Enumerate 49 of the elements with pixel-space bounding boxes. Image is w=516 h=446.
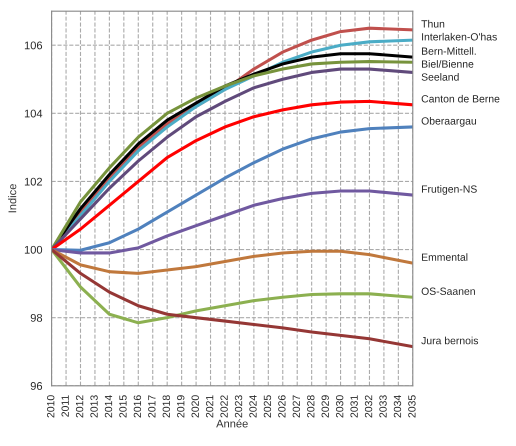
x-tick-label: 2024 — [249, 395, 257, 418]
x-tick-label: 2022 — [220, 395, 228, 418]
x-tick-label: 2025 — [264, 395, 272, 418]
x-tick-label: 2032 — [364, 395, 372, 418]
x-tick-label: 2012 — [76, 395, 84, 418]
x-tick-label: 2028 — [307, 395, 314, 418]
y-tick-label: 102 — [24, 178, 42, 186]
series-label: Canton de Berne — [422, 94, 500, 102]
line-series — [52, 248, 413, 275]
x-tick-label: 2026 — [278, 395, 286, 418]
x-tick-label: 2033 — [379, 395, 387, 418]
series-label: Frutigen-NS — [422, 185, 477, 195]
x-tick-label: 2013 — [90, 395, 98, 418]
x-tick-label: 2027 — [292, 395, 300, 418]
line-series — [52, 248, 413, 348]
series-label: Oberaargau — [422, 116, 476, 127]
series-label: Interlaken-O'has — [422, 32, 497, 41]
x-tick-label: 2034 — [394, 395, 402, 418]
y-tick-label: 106 — [24, 41, 42, 50]
series-label: Thun — [421, 20, 444, 28]
x-tick-label: 2016 — [134, 395, 142, 418]
series-label: Jura bernois — [421, 336, 478, 344]
x-tick-label: 2015 — [119, 395, 127, 418]
y-tick-label: 96 — [30, 382, 42, 390]
x-tick-label: 2018 — [162, 395, 170, 418]
x-tick-label: 2010 — [47, 395, 54, 418]
line-series — [52, 189, 413, 254]
x-tick-label: 2029 — [322, 395, 329, 418]
x-tick-label: 2023 — [234, 395, 242, 418]
series-label: Bern-Mittell. — [422, 47, 476, 55]
x-tick-label: 2035 — [408, 395, 416, 418]
x-tick-label: 2017 — [148, 395, 156, 418]
x-tick-label: 2014 — [104, 395, 112, 418]
x-tick-label: 2019 — [177, 395, 184, 418]
y-axis-title: Indice — [8, 184, 16, 212]
x-tick-label: 2011 — [61, 395, 69, 417]
y-tick-label: 98 — [30, 314, 42, 322]
x-axis-title: Année — [216, 419, 248, 428]
y-tick-label: 104 — [24, 110, 42, 118]
series-label: Biel/Bienne — [422, 60, 474, 68]
x-tick-label: 2030 — [336, 395, 344, 418]
series-label: Emmental — [422, 253, 468, 261]
series-label: Seeland — [422, 73, 459, 81]
y-tick-label: 100 — [24, 246, 42, 254]
x-tick-label: 2031 — [350, 395, 358, 418]
x-tick-label: 2020 — [192, 395, 199, 418]
series-label: OS-Saanen — [422, 288, 475, 295]
line-series — [52, 125, 413, 252]
x-tick-label: 2021 — [206, 395, 214, 418]
